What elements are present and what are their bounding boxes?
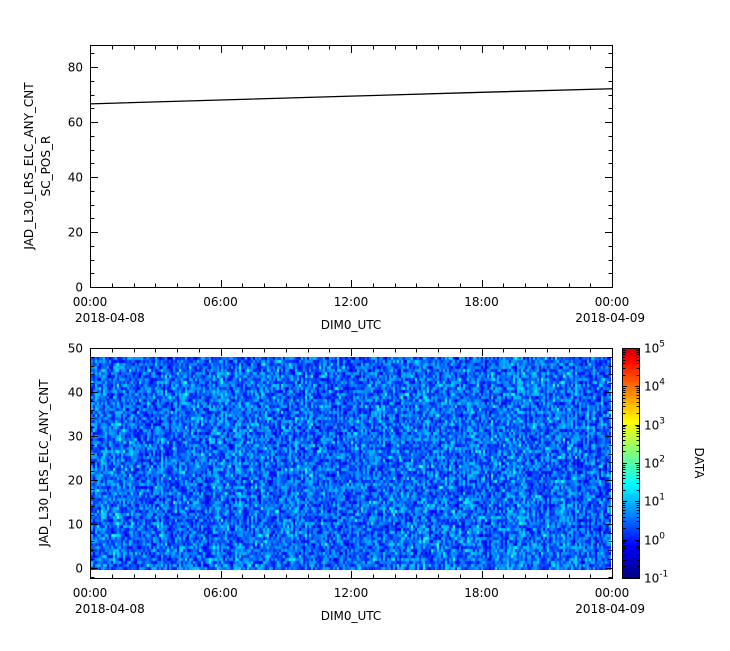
bottom-chart-y-tick-label: 20 bbox=[68, 474, 83, 488]
bottom-chart-date-left: 2018-04-08 bbox=[75, 602, 145, 616]
bottom-chart-x-tick-label: 06:00 bbox=[203, 586, 238, 600]
top-chart-y-tick-label: 80 bbox=[68, 61, 83, 75]
top-chart-x-tick-label: 06:00 bbox=[203, 295, 238, 309]
colorbar-tick-label: 101 bbox=[644, 493, 665, 509]
colorbar-frame bbox=[622, 348, 640, 579]
colorbar-tick-label: 105 bbox=[644, 340, 665, 356]
bottom-chart-x-tick-label: 00:00 bbox=[73, 586, 108, 600]
top-chart-x-tick-label: 00:00 bbox=[595, 295, 630, 309]
colorbar-tick-label: 102 bbox=[644, 455, 665, 471]
bottom-chart-y-tick-label: 50 bbox=[68, 342, 83, 356]
top-chart-y-tick-label: 60 bbox=[68, 116, 83, 130]
top-chart-x-tick-label: 00:00 bbox=[73, 295, 108, 309]
colorbar-gradient bbox=[622, 348, 639, 578]
bottom-chart-x-tick-label: 12:00 bbox=[334, 586, 369, 600]
top-chart-y-tick-label: 40 bbox=[68, 171, 83, 185]
bottom-chart-date-right: 2018-04-09 bbox=[575, 602, 645, 616]
bottom-chart-y-tick-label: 40 bbox=[68, 386, 83, 400]
top-chart-x-tick-label: 18:00 bbox=[464, 295, 499, 309]
top-chart-ylabel-line2: SC_POS_R bbox=[39, 136, 53, 197]
top-chart-x-tick-label: 12:00 bbox=[334, 295, 369, 309]
bottom-chart-x-tick-label: 18:00 bbox=[464, 586, 499, 600]
bottom-chart-xlabel: DIM0_UTC bbox=[321, 609, 382, 623]
bottom-chart-frame bbox=[90, 348, 613, 579]
bottom-chart-ylabel: JAD_L30_LRS_ELC_ANY_CNT bbox=[37, 379, 51, 548]
top-chart-date-left: 2018-04-08 bbox=[75, 311, 145, 325]
bottom-chart-y-tick-label: 0 bbox=[75, 562, 83, 576]
top-chart-ylabel-line1: JAD_L30_LRS_ELC_ANY_CNT bbox=[22, 82, 36, 251]
bottom-chart-y-tick-label: 30 bbox=[68, 430, 83, 444]
colorbar-tick-label: 104 bbox=[644, 378, 665, 394]
top-chart-y-tick-label: 0 bbox=[75, 281, 83, 295]
top-chart-date-right: 2018-04-09 bbox=[575, 311, 645, 325]
spectrogram-image bbox=[91, 357, 611, 570]
colorbar-tick-label: 103 bbox=[644, 417, 665, 433]
top-chart-frame bbox=[90, 45, 613, 288]
bottom-chart-y-tick-label: 10 bbox=[68, 518, 83, 532]
colorbar-label: DATA bbox=[692, 448, 706, 480]
bottom-chart-x-tick-label: 00:00 bbox=[595, 586, 630, 600]
colorbar-tick-label: 10-1 bbox=[644, 570, 668, 586]
top-chart-xlabel: DIM0_UTC bbox=[321, 318, 382, 332]
colorbar-tick-label: 100 bbox=[644, 532, 665, 548]
top-chart-y-tick-label: 20 bbox=[68, 226, 83, 240]
sc-pos-r-line bbox=[89, 88, 613, 105]
